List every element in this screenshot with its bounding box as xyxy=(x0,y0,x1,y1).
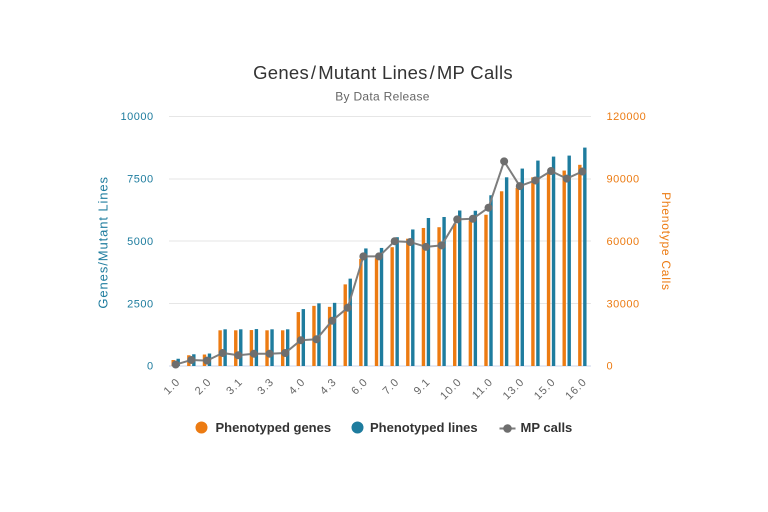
svg-text:90000: 90000 xyxy=(607,174,640,186)
svg-text:0: 0 xyxy=(147,361,154,373)
svg-text:7500: 7500 xyxy=(127,174,153,186)
svg-text:10000: 10000 xyxy=(121,111,154,123)
svg-text:0: 0 xyxy=(607,361,614,373)
svg-text:Phenotyped genes: Phenotyped genes xyxy=(216,420,332,435)
svg-text:MP calls: MP calls xyxy=(521,420,573,435)
svg-text:Phenotyped lines: Phenotyped lines xyxy=(370,420,478,435)
svg-text:60000: 60000 xyxy=(607,236,640,248)
svg-text:By Data Release: By Data Release xyxy=(335,90,430,104)
svg-text:2500: 2500 xyxy=(127,298,153,310)
svg-text:30000: 30000 xyxy=(607,298,640,310)
svg-text:120000: 120000 xyxy=(607,111,647,123)
svg-text:5000: 5000 xyxy=(127,236,153,248)
svg-text:Phenotype Calls: Phenotype Calls xyxy=(659,192,673,291)
svg-text:Genes / Mutant Lines / MP Call: Genes / Mutant Lines / MP Calls xyxy=(253,62,513,83)
svg-text:Genes/Mutant Lines: Genes/Mutant Lines xyxy=(95,176,110,309)
